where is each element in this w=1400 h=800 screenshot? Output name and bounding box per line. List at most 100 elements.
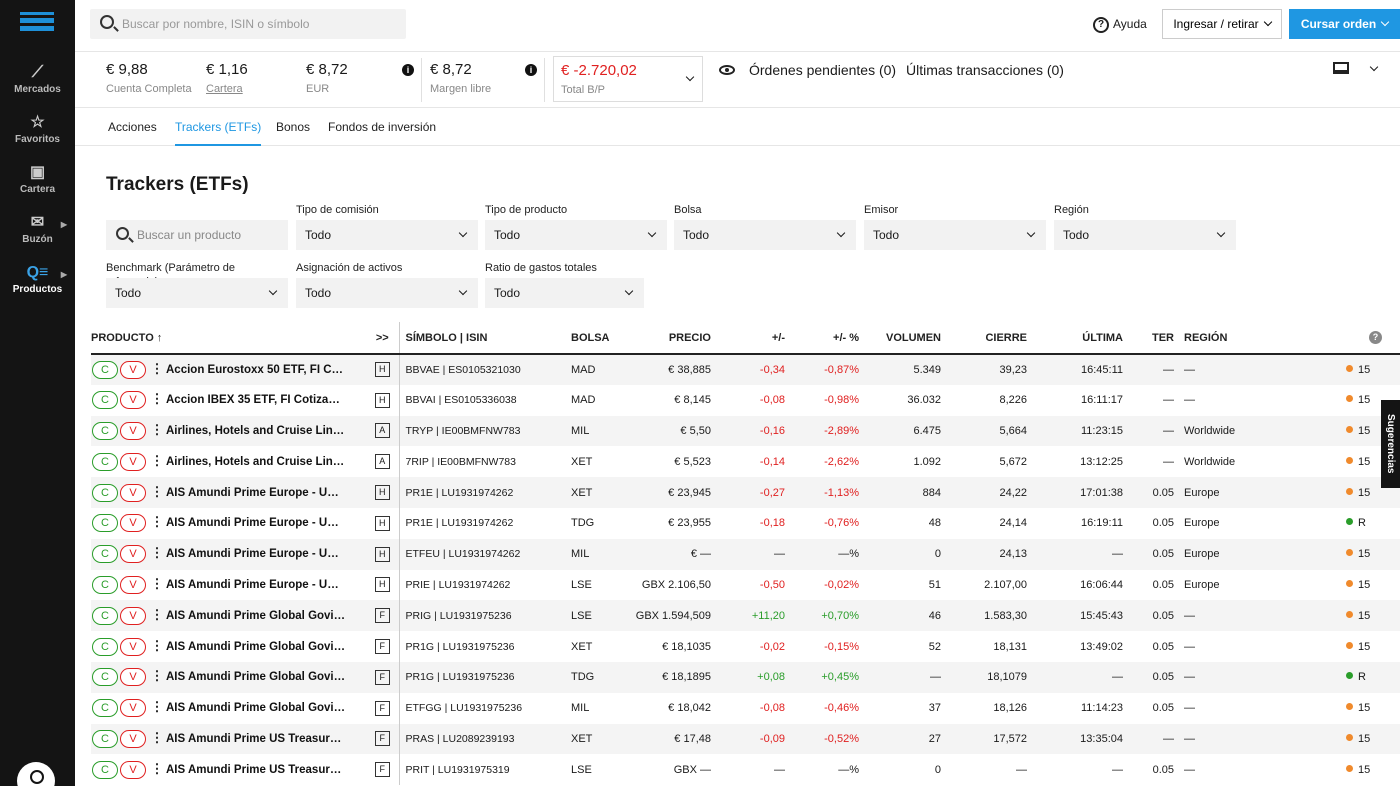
sell-button[interactable]: V: [120, 575, 146, 594]
table-row[interactable]: CV⋮AIS Amundi Prime Europe - UCITS ETF D…: [91, 569, 1400, 601]
more-options-icon[interactable]: ⋮: [150, 606, 164, 622]
tab-fondos[interactable]: Fondos de inversión: [328, 120, 437, 134]
table-row[interactable]: CV⋮AIS Amundi Prime Global Govies UCITS …: [91, 600, 1400, 632]
buy-button[interactable]: C: [92, 391, 118, 410]
buy-button[interactable]: C: [92, 421, 118, 440]
more-options-icon[interactable]: ⋮: [150, 545, 164, 561]
filter-select[interactable]: Todo: [485, 278, 644, 308]
last-transactions-link[interactable]: Últimas transacciones (0): [906, 62, 1064, 78]
sell-button[interactable]: V: [120, 729, 146, 748]
product-name[interactable]: AIS Amundi Prime Global Govies UCITS ETF: [166, 702, 346, 715]
total-pnl-dropdown[interactable]: € -2.720,02 Total B/P: [553, 56, 703, 102]
product-name[interactable]: AIS Amundi Prime Europe - UCITS ETF DR: [166, 579, 346, 592]
table-row[interactable]: CV⋮AIS Amundi Prime Europe - UCITS ETF D…: [91, 538, 1400, 570]
more-options-icon[interactable]: ⋮: [150, 391, 164, 407]
help-link[interactable]: ? Ayuda: [1093, 14, 1147, 34]
product-name[interactable]: Airlines, Hotels and Cruise Lines UCITS …: [166, 455, 346, 468]
table-row[interactable]: CV⋮Accion Eurostoxx 50 ETF, FI Cotizado H…: [91, 354, 1400, 385]
portfolio-link[interactable]: Cartera: [206, 83, 243, 95]
sell-button[interactable]: V: [120, 760, 146, 779]
col-symbol[interactable]: SÍMBOLO | ISIN: [399, 322, 571, 355]
sell-button[interactable]: V: [120, 391, 146, 410]
info-icon[interactable]: i: [525, 64, 537, 76]
more-options-icon[interactable]: ⋮: [150, 699, 164, 715]
expand-columns-button[interactable]: >>: [366, 322, 400, 355]
more-options-icon[interactable]: ⋮: [150, 421, 164, 437]
buy-button[interactable]: C: [92, 452, 118, 471]
col-price[interactable]: PRECIO: [621, 322, 711, 355]
table-row[interactable]: CV⋮AIS Amundi Prime US Treasury UCITS ET…: [91, 723, 1400, 755]
sell-button[interactable]: V: [120, 699, 146, 718]
filter-select[interactable]: Todo: [296, 278, 478, 308]
buy-button[interactable]: C: [92, 637, 118, 656]
col-close[interactable]: CIERRE: [941, 322, 1027, 355]
table-row[interactable]: CV⋮Airlines, Hotels and Cruise Lines UCI…: [91, 446, 1400, 478]
buy-button[interactable]: C: [92, 545, 118, 564]
brand-logo[interactable]: [20, 12, 54, 34]
product-name[interactable]: AIS Amundi Prime Global Govies UCITS ETF: [166, 640, 346, 653]
sell-button[interactable]: V: [120, 545, 146, 564]
filter-select[interactable]: Todo: [485, 220, 667, 250]
more-options-icon[interactable]: ⋮: [150, 760, 164, 776]
buy-button[interactable]: C: [92, 514, 118, 533]
col-change[interactable]: +/-: [711, 322, 785, 355]
suggestions-tab[interactable]: Sugerencias: [1381, 400, 1400, 488]
col-change-pct[interactable]: +/- %: [785, 322, 859, 355]
table-row[interactable]: CV⋮AIS Amundi Prime US Treasury UCITS ET…: [91, 754, 1400, 786]
tab-trackers-etfs[interactable]: Trackers (ETFs): [175, 120, 262, 146]
table-row[interactable]: CV⋮AIS Amundi Prime Global Govies UCITS …: [91, 692, 1400, 724]
buy-button[interactable]: C: [92, 575, 118, 594]
table-row[interactable]: CV⋮AIS Amundi Prime Europe - UCITS ETF D…: [91, 507, 1400, 539]
col-volume[interactable]: VOLUMEN: [859, 322, 941, 355]
product-name[interactable]: Accion Eurostoxx 50 ETF, FI Cotizado: [166, 363, 346, 376]
product-name[interactable]: AIS Amundi Prime US Treasury UCITS ETF: [166, 763, 346, 776]
more-options-icon[interactable]: ⋮: [150, 575, 164, 591]
product-search-input[interactable]: [137, 220, 282, 250]
filter-select[interactable]: Todo: [1054, 220, 1236, 250]
filter-select[interactable]: Todo: [864, 220, 1046, 250]
col-region[interactable]: REGIÓN: [1174, 322, 1304, 355]
table-row[interactable]: CV⋮AIS Amundi Prime Global Govies UCITS …: [91, 661, 1400, 693]
help-icon[interactable]: ?: [1369, 331, 1382, 344]
product-name[interactable]: Airlines, Hotels and Cruise Lines UCITS …: [166, 425, 346, 438]
eye-icon[interactable]: [719, 65, 735, 75]
sell-button[interactable]: V: [120, 637, 146, 656]
col-product[interactable]: PRODUCTO ↑: [91, 322, 366, 355]
product-name[interactable]: AIS Amundi Prime Global Govies UCITS ETF: [166, 609, 346, 622]
sidebar-item-productos[interactable]: Q≡ Productos ▶: [0, 256, 75, 306]
info-icon[interactable]: i: [402, 64, 414, 76]
user-avatar[interactable]: [17, 762, 55, 800]
product-name[interactable]: AIS Amundi Prime Global Govies UCITS ETF: [166, 671, 346, 684]
more-options-icon[interactable]: ⋮: [150, 729, 164, 745]
more-options-icon[interactable]: ⋮: [150, 637, 164, 653]
sell-button[interactable]: V: [120, 421, 146, 440]
more-options-icon[interactable]: ⋮: [150, 514, 164, 530]
sell-button[interactable]: V: [120, 668, 146, 687]
global-search-input[interactable]: [122, 9, 392, 39]
table-row[interactable]: CV⋮Accion IBEX 35 ETF, FI Cotizado Armon…: [91, 384, 1400, 416]
buy-button[interactable]: C: [92, 606, 118, 625]
sidebar-item-cartera[interactable]: ▣ Cartera: [0, 156, 75, 206]
sell-button[interactable]: V: [120, 514, 146, 533]
table-row[interactable]: CV⋮Airlines, Hotels and Cruise Lines UCI…: [91, 415, 1400, 447]
buy-button[interactable]: C: [92, 360, 118, 379]
filter-select[interactable]: Todo: [674, 220, 856, 250]
place-order-button[interactable]: Cursar orden: [1289, 9, 1400, 39]
sell-button[interactable]: V: [120, 360, 146, 379]
deposit-withdraw-button[interactable]: Ingresar / retirar: [1162, 9, 1282, 39]
filter-select[interactable]: Todo: [106, 278, 288, 308]
sell-button[interactable]: V: [120, 606, 146, 625]
buy-button[interactable]: C: [92, 699, 118, 718]
more-options-icon[interactable]: ⋮: [150, 668, 164, 684]
more-options-icon[interactable]: ⋮: [150, 452, 164, 468]
sidebar-item-buzon[interactable]: ✉ Buzón ▶: [0, 206, 75, 256]
product-name[interactable]: AIS Amundi Prime Europe - UCITS ETF DR: [166, 548, 346, 561]
chevron-down-icon[interactable]: [1365, 62, 1379, 73]
table-row[interactable]: CV⋮AIS Amundi Prime Europe - UCITS ETF D…: [91, 477, 1400, 508]
pending-orders-link[interactable]: Órdenes pendientes (0): [749, 62, 897, 78]
filter-select[interactable]: Todo: [296, 220, 478, 250]
sidebar-item-favoritos[interactable]: ☆ Favoritos: [0, 106, 75, 156]
col-exchange[interactable]: BOLSA: [571, 322, 621, 355]
sidebar-item-mercados[interactable]: ⟋ Mercados: [0, 56, 75, 106]
table-row[interactable]: CV⋮AIS Amundi Prime Global Govies UCITS …: [91, 631, 1400, 662]
